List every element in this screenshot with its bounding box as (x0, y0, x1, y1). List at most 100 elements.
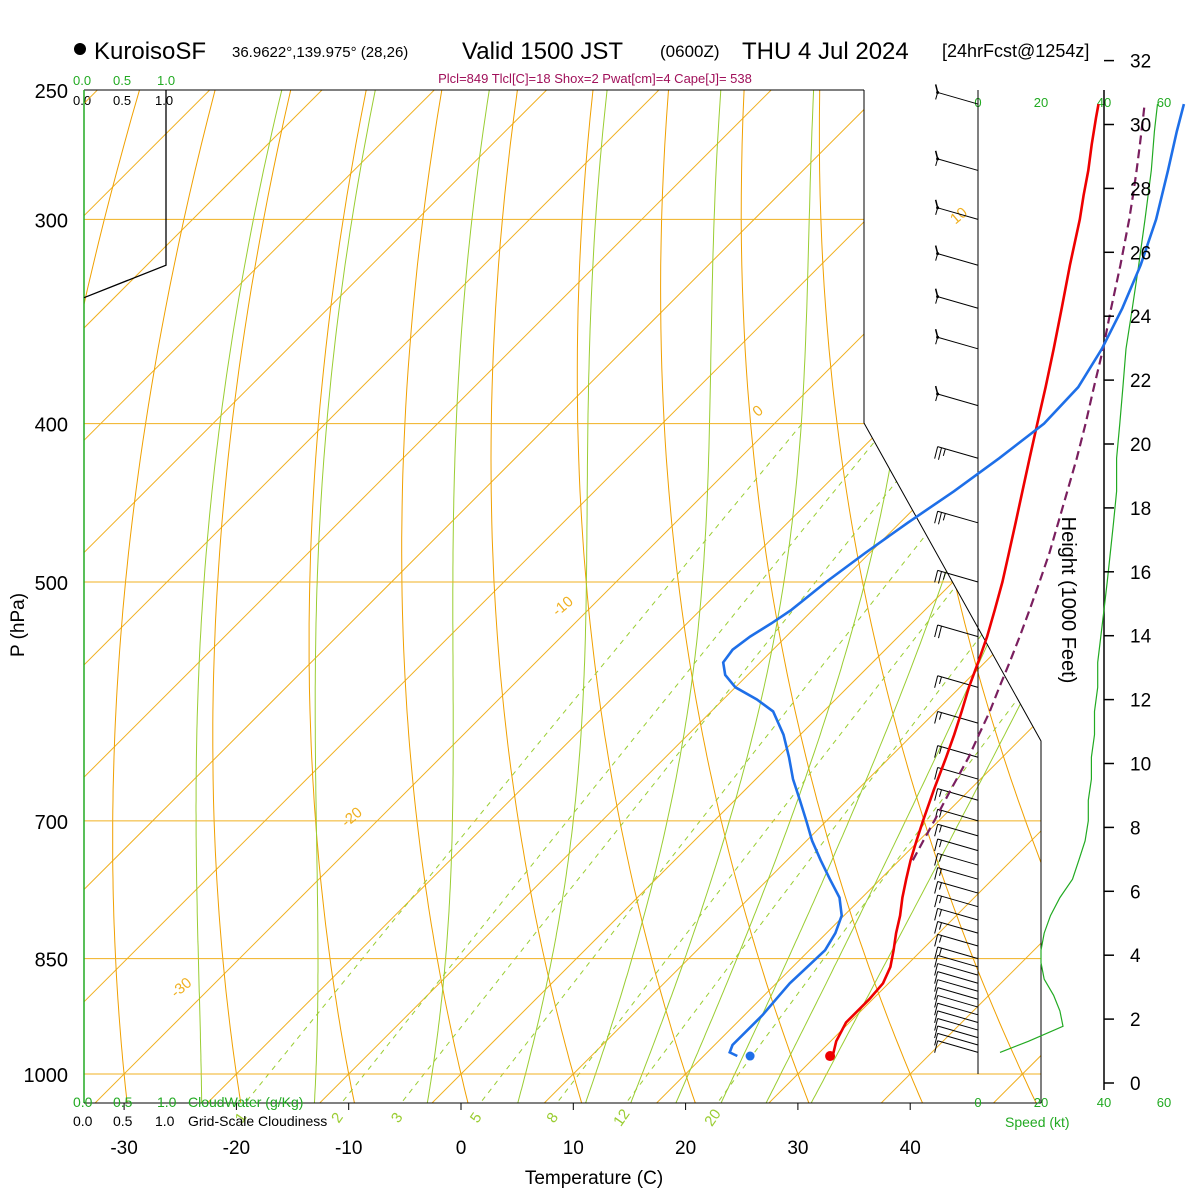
wind-barb (934, 675, 979, 688)
isotherm-label: 0 (749, 402, 766, 420)
speed-top-20: 20 (1034, 95, 1048, 110)
dry-adiabat-line (401, 90, 472, 1103)
wind-barb (934, 1032, 979, 1046)
speed-bottom-0: 0 (974, 1095, 981, 1110)
isotherm-line (89, 90, 1041, 1103)
wind-barb (934, 979, 979, 992)
mixing-ratio-label: 3 (388, 1110, 407, 1127)
mixing-ratio-label: 12 (610, 1106, 633, 1129)
cloud-bottom-black-scale: 0.0 0.5 1.0 Grid-Scale Cloudiness (73, 1113, 327, 1129)
moist-adiabat-line (628, 90, 816, 1103)
height-tick-label: 10 (1130, 755, 1151, 776)
isotherms (0, 61, 1200, 1109)
surface-dewpoint-point (745, 1051, 755, 1061)
wind-barb (934, 150, 979, 171)
y-axis-title: P (hPa) (8, 593, 29, 657)
moist-adiabat-line (195, 90, 290, 1103)
height-tick-label: 28 (1130, 179, 1151, 200)
pressure-tick-label: 400 (35, 415, 68, 437)
height-tick-label: 30 (1130, 116, 1151, 137)
wind-barb (934, 510, 979, 525)
x-tick-label: 40 (900, 1138, 921, 1159)
wind-barb (934, 907, 979, 921)
isotherm-label: -20 (338, 804, 366, 831)
height-tick-label: 20 (1130, 435, 1151, 456)
site-coords: 36.9622°,139.975° (28,26) (232, 44, 408, 61)
height-tick-label: 14 (1130, 627, 1152, 648)
wind-barb (934, 946, 979, 960)
dewpoint-line (721, 103, 1186, 1058)
moist-adiabat-line (425, 90, 495, 1103)
wind-barb (934, 894, 979, 908)
isotherm-labels: 100-10-20-300102030 (168, 204, 971, 1001)
height-tick-label: 22 (1130, 371, 1151, 392)
cloud-bottom-black-0: 0.0 (73, 1113, 93, 1129)
isotherm-line (84, 90, 1026, 1103)
isobars (84, 218, 1041, 1075)
height-tick-label: 32 (1130, 52, 1151, 73)
cloud-water-title: CloudWater (g/Kg) (188, 1094, 303, 1110)
pressure-tick-label: 250 (35, 81, 68, 103)
height-tick-label: 2 (1130, 1010, 1141, 1031)
wind-barb (934, 711, 979, 724)
height-tick-label: 18 (1130, 499, 1151, 520)
wind-speed-profile (999, 104, 1159, 1053)
wind-barb (934, 954, 979, 968)
cloud-bottom-green-0: 0.0 (73, 1094, 93, 1110)
moist-adiabat-line (807, 90, 1041, 1103)
valid-zulu: (0600Z) (660, 42, 720, 61)
isotherm-label: -30 (168, 974, 196, 1001)
height-tick-label: 4 (1130, 946, 1141, 967)
isotherm-label: -10 (549, 593, 577, 620)
x-tick-label: 30 (787, 1138, 808, 1159)
moist-adiabats (195, 90, 1041, 1103)
grid-cloudiness-title: Grid-Scale Cloudiness (188, 1113, 327, 1129)
moist-adiabat-line (515, 90, 611, 1103)
x-axis-ticks: -30 -20 -10 0 10 20 30 40 (110, 1103, 921, 1159)
frame-right (863, 90, 1042, 1103)
cloudiness-line (83, 90, 167, 299)
valid-time: Valid 1500 JST (462, 38, 623, 65)
mixing-ratio-line (475, 423, 1015, 1103)
wind-barb (934, 867, 979, 880)
wind-barb (934, 385, 979, 407)
x-tick-label: -30 (110, 1138, 137, 1159)
moist-adiabat-line (717, 90, 1041, 1103)
x-tick-label: -20 (223, 1138, 250, 1159)
dry-adiabat-line (112, 90, 224, 1103)
speed-bottom-scale: 0 20 40 60 Speed (kt) (974, 1095, 1171, 1130)
height-axis-title: Height (1000 Feet) (1057, 517, 1079, 684)
x-tick-label: 20 (675, 1138, 696, 1159)
speed-top-scale: 0 20 40 60 (974, 95, 1171, 110)
height-tick-label: 26 (1130, 243, 1151, 264)
wind-barb (934, 823, 979, 837)
pressure-tick-label: 850 (35, 950, 68, 972)
dry-adiabat-line (969, 90, 1041, 1103)
cloud-top-green-scale: 0.0 0.5 1.0 (73, 73, 175, 88)
mixing-ratio-line (336, 423, 890, 1103)
speed-bottom-60: 60 (1157, 1095, 1171, 1110)
pressure-axis-ticks: 250 300 400 500 700 850 1000 (24, 81, 69, 1087)
x-axis-title: Temperature (C) (525, 1168, 663, 1189)
wind-speed-line (999, 104, 1159, 1053)
moist-adiabat-line (313, 90, 382, 1103)
dry-adiabat-line (212, 90, 298, 1103)
pressure-tick-label: 1000 (24, 1065, 69, 1087)
speed-title: Speed (kt) (1005, 1114, 1070, 1130)
wind-barb (934, 921, 979, 934)
wind-barb (934, 1017, 979, 1031)
surface-temperature-point (825, 1051, 836, 1062)
site-name: KuroisoSF (94, 38, 206, 65)
grid-scale-cloudiness-line (83, 90, 167, 299)
isotherm-line (84, 90, 801, 1103)
cloud-top-green-1: 0.5 (113, 73, 131, 88)
dry-adiabat-line (818, 90, 1041, 1103)
isotherm-line (1100, 61, 1200, 1109)
wind-barb (934, 987, 979, 1000)
isotherm-line (0, 61, 14, 1109)
height-tick-label: 0 (1130, 1074, 1141, 1095)
moist-adiabat-line (672, 90, 925, 1103)
height-tick-label: 24 (1130, 307, 1152, 328)
wind-barb (934, 808, 979, 822)
